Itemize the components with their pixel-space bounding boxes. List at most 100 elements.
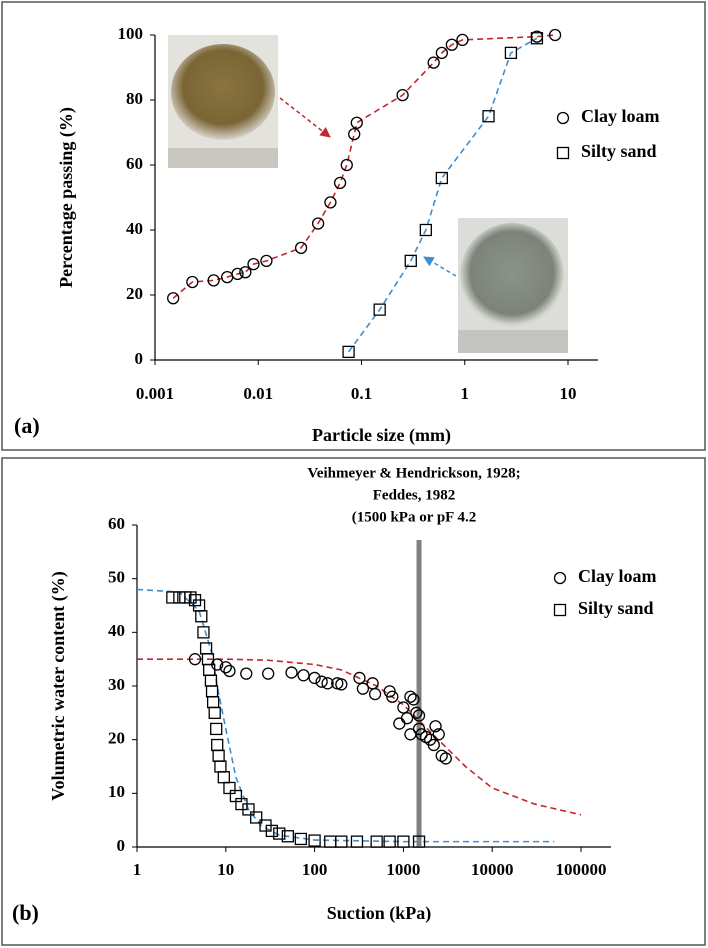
data-point (206, 695, 220, 709)
x-tick-label: 100 (302, 860, 328, 879)
data-point (397, 701, 410, 714)
data-point (281, 830, 295, 843)
x-tick-label: 10 (217, 860, 234, 879)
annotation: Feddes, 1982 (373, 487, 456, 503)
y-tick-label: 40 (126, 219, 143, 238)
data-point (340, 158, 353, 172)
data-point (188, 653, 202, 666)
y-tick-label: 20 (108, 729, 125, 748)
data-point (223, 781, 236, 795)
legend-label: Clay loam (578, 566, 657, 586)
data-point (285, 666, 298, 679)
annotation: (1500 kPa or pF 4.2 (352, 509, 477, 525)
data-point (435, 46, 448, 60)
data-point (265, 824, 278, 838)
photo-sand (423, 218, 568, 353)
x-tick-label: 0.01 (243, 384, 273, 403)
data-point (435, 171, 448, 185)
x-tick-label: 0.1 (351, 384, 372, 403)
y-tick-label: 0 (117, 836, 126, 855)
data-point (429, 720, 442, 733)
data-point (386, 690, 399, 703)
data-point (548, 28, 562, 42)
y-axis-label: Volumetric water content (%) (48, 571, 69, 800)
data-point (356, 682, 370, 695)
legend-marker (553, 603, 567, 617)
data-point (219, 661, 232, 674)
data-point (208, 706, 221, 719)
data-point (247, 257, 260, 271)
x-tick-label: 1000 (386, 860, 420, 879)
data-point (311, 217, 325, 230)
data-point (308, 834, 321, 847)
data-point (353, 671, 366, 685)
data-point (203, 663, 216, 677)
data-point (383, 835, 396, 848)
fit-line (136, 588, 555, 843)
y-tick-label: 60 (108, 514, 125, 533)
data-point (273, 827, 286, 840)
data-point (205, 685, 219, 698)
y-tick-label: 20 (126, 284, 143, 303)
panel-label: (b) (12, 900, 39, 925)
data-point (350, 116, 363, 129)
legend-label: Silty sand (581, 141, 657, 161)
data-point (197, 626, 210, 639)
data-point (335, 835, 348, 848)
data-point (262, 667, 275, 680)
data-point (482, 110, 495, 123)
y-tick-label: 100 (118, 24, 144, 43)
data-point (400, 712, 414, 725)
data-point (184, 591, 197, 604)
data-point (195, 610, 208, 623)
x-tick-label: 100000 (556, 860, 607, 879)
x-axis-label: Suction (kPa) (327, 903, 432, 924)
data-point (350, 835, 364, 848)
y-tick-label: 60 (126, 154, 143, 173)
photo-clay (168, 35, 331, 168)
data-point (211, 738, 224, 752)
data-point (242, 803, 255, 816)
data-point (373, 303, 386, 316)
data-point (260, 254, 273, 268)
data-point (223, 664, 236, 678)
data-point (204, 674, 218, 687)
legend-label: Clay loam (581, 106, 660, 126)
data-point (427, 738, 440, 752)
data-point (342, 345, 355, 359)
fit-line (347, 37, 538, 353)
data-point (167, 292, 180, 305)
data-point (324, 196, 337, 209)
y-tick-label: 10 (108, 782, 125, 801)
data-point (368, 687, 382, 701)
data-point (412, 709, 426, 722)
data-point (397, 835, 410, 848)
data-point (432, 728, 445, 741)
data-point (294, 832, 307, 846)
data-point (404, 690, 417, 703)
data-point (239, 266, 252, 279)
data-point (439, 752, 452, 765)
panel-frame (1, 457, 706, 946)
data-point (315, 675, 328, 688)
legend-label: Silty sand (578, 598, 654, 618)
x-tick-label: 10000 (471, 860, 514, 879)
panel-label: (a) (14, 413, 40, 438)
data-point (456, 33, 469, 47)
data-point (396, 88, 409, 102)
panel-b: 0 10 20 30 40 50 60 1 10 100 1000 10000 100000 Suctio… (12, 465, 657, 925)
panel-a: 0 20 40 60 80 100 0.001 0.01 0.1 1 10 Particle size… (14, 24, 660, 446)
data-point (308, 671, 321, 685)
data-point (186, 275, 199, 289)
data-point (407, 693, 420, 706)
data-point (412, 835, 426, 848)
legend-marker (556, 111, 570, 125)
data-point (210, 722, 223, 736)
x-tick-label: 1 (133, 860, 142, 879)
legend-marker (556, 146, 570, 160)
data-point (294, 241, 308, 255)
data-point (404, 254, 417, 268)
data-point (231, 267, 244, 281)
data-point (348, 127, 361, 141)
x-tick-label: 1 (461, 384, 470, 403)
